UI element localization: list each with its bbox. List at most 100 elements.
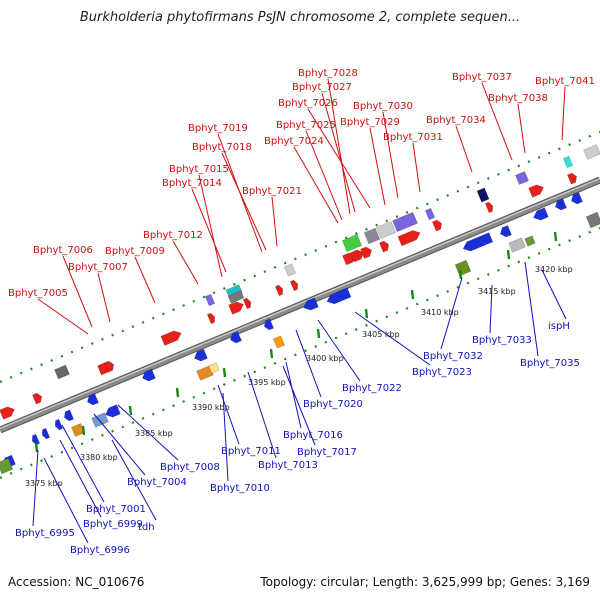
reverse-gene-label[interactable]: Bphyt_7022: [342, 383, 402, 394]
forward-gene-arrow[interactable]: [431, 219, 443, 232]
trna-box-shape[interactable]: [272, 335, 286, 349]
reverse-gene-label[interactable]: Bphyt_7001: [86, 504, 146, 515]
forward-gene-arrow[interactable]: [274, 284, 284, 297]
forward-gene-label[interactable]: Bphyt_7018: [192, 142, 252, 153]
reverse-gene-arrow[interactable]: [85, 393, 99, 406]
misc-feature-box-shape[interactable]: [392, 211, 418, 233]
reverse-gene-label[interactable]: Bphyt_7013: [258, 460, 318, 471]
reverse-gene-arrow-shape[interactable]: [262, 318, 275, 331]
misc-feature-box-shape[interactable]: [515, 171, 529, 185]
forward-gene-arrow[interactable]: [0, 405, 16, 420]
reverse-gene-arrow-shape[interactable]: [532, 207, 549, 223]
reverse-gene-arrow-shape[interactable]: [141, 368, 156, 383]
forward-gene-arrow-shape[interactable]: [397, 228, 422, 247]
forward-gene-label[interactable]: Bphyt_7029: [340, 117, 400, 128]
forward-gene-arrow[interactable]: [528, 183, 546, 198]
pseudogene-box[interactable]: [227, 290, 245, 304]
forward-gene-arrow-shape[interactable]: [289, 279, 299, 292]
reverse-gene-arrow-shape[interactable]: [461, 232, 494, 254]
rrna-box[interactable]: [454, 259, 472, 277]
reverse-gene-arrow[interactable]: [30, 433, 41, 446]
reverse-gene-label[interactable]: Bphyt_7008: [160, 462, 220, 473]
ncrna-box-shape[interactable]: [562, 155, 574, 169]
reverse-gene-arrow[interactable]: [62, 409, 75, 422]
forward-gene-arrow-shape[interactable]: [528, 183, 546, 198]
forward-gene-arrow-shape[interactable]: [566, 172, 578, 185]
forward-gene-arrow[interactable]: [397, 228, 422, 247]
forward-gene-arrow-shape[interactable]: [103, 360, 115, 373]
forward-gene-label[interactable]: Bphyt_7024: [264, 136, 324, 147]
reverse-gene-label[interactable]: Bphyt_7020: [303, 399, 363, 410]
misc-feature-box[interactable]: [515, 171, 529, 185]
forward-gene-label[interactable]: Bphyt_7007: [68, 262, 128, 273]
reverse-gene-arrow[interactable]: [53, 418, 64, 431]
reverse-gene-arrow-shape[interactable]: [553, 198, 567, 211]
forward-gene-arrow[interactable]: [378, 240, 390, 253]
reverse-gene-arrow[interactable]: [302, 297, 319, 313]
forward-gene-arrow[interactable]: [484, 201, 494, 214]
ncrna-box[interactable]: [562, 155, 574, 169]
reverse-gene-arrow[interactable]: [498, 225, 512, 238]
reverse-gene-label[interactable]: Bphyt_6995: [15, 528, 75, 539]
reverse-gene-arrow[interactable]: [532, 207, 549, 223]
reverse-gene-label[interactable]: Bphyt_7010: [210, 483, 270, 494]
gap-box-shape[interactable]: [375, 220, 397, 240]
rrna-box-shape[interactable]: [524, 235, 536, 247]
rrna-box-shape[interactable]: [454, 259, 472, 277]
reverse-gene-label[interactable]: Bphyt_7004: [127, 477, 187, 488]
forward-gene-arrow[interactable]: [289, 279, 299, 292]
pseudogene-box[interactable]: [54, 364, 70, 380]
forward-gene-arrow[interactable]: [160, 329, 183, 346]
reverse-gene-arrow[interactable]: [569, 192, 583, 205]
rrna-box[interactable]: [341, 233, 363, 253]
gap-box[interactable]: [508, 237, 526, 253]
forward-gene-arrow-shape[interactable]: [360, 245, 373, 259]
reverse-gene-label[interactable]: Bphyt_7017: [297, 447, 357, 458]
reverse-gene-label[interactable]: Bphyt_6996: [70, 545, 130, 556]
gap-box-shape[interactable]: [583, 144, 600, 160]
reverse-gene-arrow-shape[interactable]: [302, 297, 319, 313]
forward-gene-arrow[interactable]: [566, 172, 578, 185]
forward-gene-label[interactable]: Bphyt_7009: [105, 246, 165, 257]
forward-gene-label[interactable]: Bphyt_7031: [383, 132, 443, 143]
rrna-box[interactable]: [524, 235, 536, 247]
reverse-gene-label[interactable]: Bphyt_7033: [472, 335, 532, 346]
forward-gene-arrow[interactable]: [228, 300, 246, 315]
pseudogene-box[interactable]: [363, 227, 381, 245]
reverse-gene-label[interactable]: Bphyt_7035: [520, 358, 580, 369]
forward-gene-arrow-shape[interactable]: [206, 312, 216, 325]
gap-box[interactable]: [583, 144, 600, 160]
reverse-gene-arrow-shape[interactable]: [193, 348, 208, 363]
rrna-box-shape[interactable]: [0, 457, 14, 475]
reverse-gene-arrow[interactable]: [553, 198, 567, 211]
forward-gene-label[interactable]: Bphyt_7019: [188, 123, 248, 134]
forward-gene-arrow[interactable]: [103, 360, 115, 373]
forward-gene-arrow-shape[interactable]: [160, 329, 183, 346]
forward-gene-label[interactable]: Bphyt_7034: [426, 115, 486, 126]
reverse-gene-arrow-shape[interactable]: [30, 433, 41, 446]
misc-feature-box[interactable]: [476, 187, 490, 203]
gap-box[interactable]: [375, 220, 397, 240]
repeat-box-shape[interactable]: [208, 362, 220, 374]
forward-gene-label[interactable]: Bphyt_7015: [169, 164, 229, 175]
forward-gene-label[interactable]: Bphyt_7030: [353, 101, 413, 112]
forward-gene-label[interactable]: Bphyt_7027: [292, 82, 352, 93]
forward-gene-label[interactable]: Bphyt_7025: [276, 120, 336, 131]
forward-gene-arrow-shape[interactable]: [350, 248, 366, 263]
rrna-box-shape[interactable]: [341, 233, 363, 253]
forward-gene-arrow-shape[interactable]: [274, 284, 284, 297]
reverse-gene-arrow[interactable]: [104, 404, 121, 420]
gap-box-shape[interactable]: [283, 263, 297, 277]
misc-feature-box-shape[interactable]: [476, 187, 490, 203]
misc-feature-box-shape[interactable]: [204, 293, 216, 307]
reverse-gene-arrow-shape[interactable]: [40, 427, 51, 440]
repeat-box[interactable]: [208, 362, 220, 374]
misc-feature-box[interactable]: [392, 211, 418, 233]
reverse-gene-arrow-shape[interactable]: [62, 409, 75, 422]
reverse-gene-arrow[interactable]: [228, 331, 242, 344]
rrna-box[interactable]: [0, 457, 14, 475]
forward-gene-arrow-shape[interactable]: [242, 297, 252, 310]
forward-gene-arrow[interactable]: [31, 392, 43, 405]
reverse-gene-arrow-shape[interactable]: [498, 225, 512, 238]
